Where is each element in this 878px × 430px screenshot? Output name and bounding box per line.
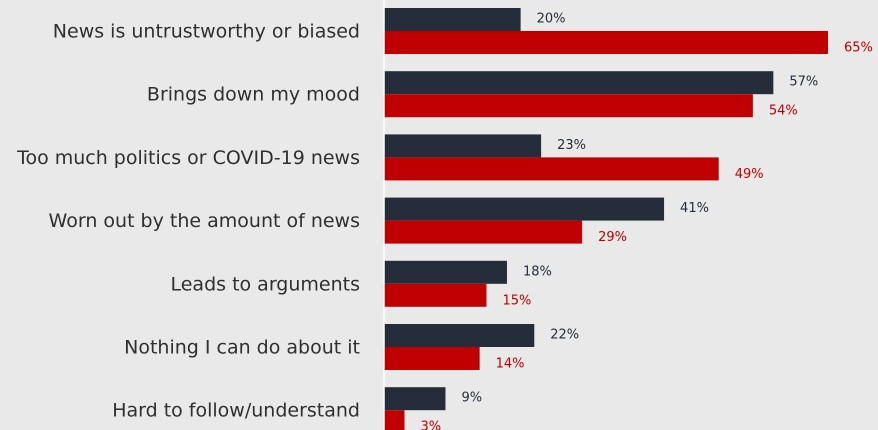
value-label-series-1: 18% [523, 264, 552, 279]
value-label-series-1: 41% [680, 201, 709, 216]
bar-series-1 [384, 8, 521, 31]
category-label: Leads to arguments [170, 273, 360, 295]
value-label-series-2: 29% [598, 230, 627, 245]
bar-series-1 [384, 197, 665, 221]
bar-series-2 [384, 31, 828, 54]
category-label: News is untrustworthy or biased [53, 21, 360, 43]
category-label: Brings down my mood [147, 84, 360, 106]
bar-series-2 [384, 283, 487, 307]
value-label-series-2: 65% [844, 41, 873, 56]
labels-group: News is untrustworthy or biased 20% 65% Bri… [16, 12, 873, 430]
value-label-series-2: 3% [420, 420, 441, 430]
bar-series-2 [384, 410, 405, 430]
value-label-series-1: 20% [537, 12, 566, 27]
category-label: Nothing I can do about it [124, 337, 360, 359]
bar-series-1 [384, 134, 542, 158]
value-label-series-1: 22% [550, 328, 579, 343]
bar-series-2 [384, 220, 583, 244]
bar-series-1 [384, 324, 535, 347]
bar-series-2 [384, 94, 753, 118]
value-label-series-1: 57% [789, 75, 818, 90]
bars-group [384, 8, 828, 430]
category-label: Worn out by the amount of news [49, 210, 360, 232]
value-label-series-1: 23% [557, 138, 586, 153]
bar-series-1 [384, 71, 774, 95]
value-label-series-2: 54% [769, 104, 798, 119]
value-label-series-2: 15% [502, 293, 531, 308]
bar-series-2 [384, 347, 480, 370]
bar-series-2 [384, 157, 719, 181]
category-label: Too much politics or COVID-19 news [16, 147, 360, 169]
value-label-series-2: 14% [496, 357, 525, 372]
bar-series-1 [384, 260, 507, 284]
category-label: Hard to follow/understand [112, 400, 360, 422]
bar-series-1 [384, 387, 446, 411]
value-label-series-2: 49% [735, 167, 764, 182]
value-label-series-1: 9% [461, 391, 482, 406]
